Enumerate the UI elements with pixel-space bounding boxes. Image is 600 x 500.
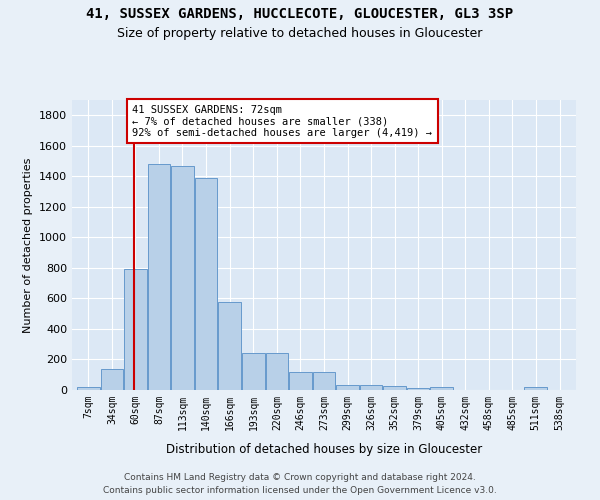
Text: Contains public sector information licensed under the Open Government Licence v3: Contains public sector information licen… (103, 486, 497, 495)
Bar (289, 372, 312, 390)
Text: 41 SUSSEX GARDENS: 72sqm
← 7% of detached houses are smaller (338)
92% of semi-d: 41 SUSSEX GARDENS: 72sqm ← 7% of detache… (133, 104, 433, 138)
Bar (242, 352, 265, 390)
Bar (148, 164, 170, 390)
Text: 41, SUSSEX GARDENS, HUCCLECOTE, GLOUCESTER, GL3 3SP: 41, SUSSEX GARDENS, HUCCLECOTE, GLOUCEST… (86, 8, 514, 22)
Bar (195, 178, 217, 390)
Bar (171, 166, 194, 390)
Bar (218, 302, 241, 390)
Bar (77, 387, 100, 390)
Bar (360, 386, 382, 390)
Bar (383, 386, 406, 390)
Bar (266, 352, 288, 390)
Bar (407, 388, 429, 390)
Bar (313, 372, 335, 390)
Bar (430, 387, 453, 390)
Text: Size of property relative to detached houses in Gloucester: Size of property relative to detached ho… (118, 28, 482, 40)
Text: Distribution of detached houses by size in Gloucester: Distribution of detached houses by size … (166, 442, 482, 456)
Bar (124, 270, 147, 390)
Bar (524, 387, 547, 390)
Bar (101, 370, 123, 390)
Bar (336, 384, 359, 390)
Text: Contains HM Land Registry data © Crown copyright and database right 2024.: Contains HM Land Registry data © Crown c… (124, 472, 476, 482)
Y-axis label: Number of detached properties: Number of detached properties (23, 158, 34, 332)
